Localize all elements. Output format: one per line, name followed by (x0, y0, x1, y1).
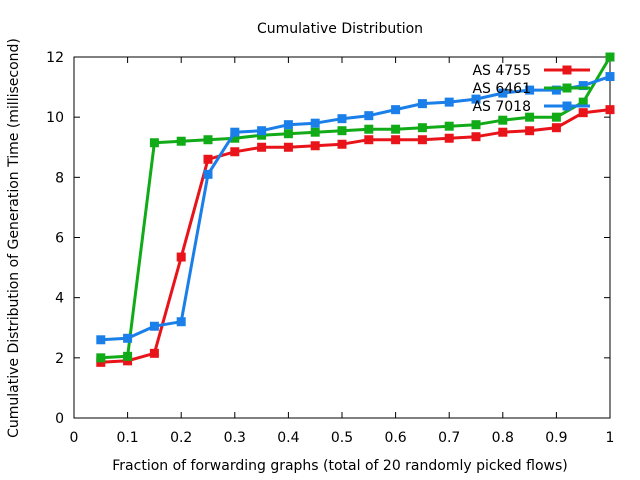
data-point (364, 124, 374, 134)
data-point (471, 120, 481, 130)
data-point (96, 353, 106, 363)
data-point (176, 252, 186, 262)
x-tick-label: 0 (70, 430, 79, 446)
data-point (203, 154, 213, 164)
data-point (310, 118, 320, 128)
x-tick-label: 0.6 (384, 430, 406, 446)
data-point (257, 142, 267, 152)
chart-title: Cumulative Distribution (257, 21, 423, 37)
data-point (364, 111, 374, 121)
data-point (578, 81, 588, 91)
y-tick-label: 2 (55, 351, 64, 367)
x-tick-label: 0.9 (545, 430, 567, 446)
data-point (257, 126, 267, 136)
legend-marker (562, 65, 572, 75)
data-point (391, 105, 401, 115)
data-point (176, 317, 186, 327)
legend-item: AS 6461 (472, 81, 590, 97)
data-point (337, 126, 347, 136)
legend-marker (562, 83, 572, 93)
data-point (364, 135, 374, 145)
legend-label: AS 4755 (472, 63, 531, 79)
series-as-6461 (96, 52, 615, 363)
data-point (337, 114, 347, 124)
legend-item: AS 4755 (472, 63, 590, 79)
data-point (498, 115, 508, 125)
data-point (283, 129, 293, 139)
data-point (283, 142, 293, 152)
x-tick-label: 0.1 (116, 430, 138, 446)
data-point (525, 126, 535, 136)
x-tick-label: 0.8 (492, 430, 514, 446)
data-point (417, 123, 427, 133)
data-point (417, 99, 427, 109)
x-tick-label: 0.2 (170, 430, 192, 446)
legend-item: AS 7018 (472, 99, 590, 115)
x-tick-label: 0.7 (438, 430, 460, 446)
data-point (444, 97, 454, 107)
data-point (257, 130, 267, 140)
legend-marker (562, 101, 572, 111)
data-point (471, 94, 481, 104)
data-point (230, 147, 240, 157)
data-point (230, 133, 240, 143)
data-point (498, 127, 508, 137)
data-point (605, 52, 615, 62)
series-group (96, 52, 615, 367)
data-point (283, 120, 293, 130)
y-tick-label: 8 (55, 170, 64, 186)
data-point (203, 169, 213, 179)
y-tick-label: 10 (46, 110, 64, 126)
series-as-4755 (96, 105, 615, 367)
data-point (525, 85, 535, 95)
series-line (100, 56, 612, 360)
data-point (123, 351, 133, 361)
y-axis-label: Cumulative Distribution of Generation Ti… (6, 38, 22, 438)
y-axis-ticks: 0 2 4 6 8 10 12 (46, 50, 610, 427)
data-point (444, 133, 454, 143)
data-point (551, 123, 561, 133)
series-as-7018 (96, 72, 615, 345)
data-point (149, 138, 159, 148)
data-point (203, 135, 213, 145)
x-axis-label: Fraction of forwarding graphs (total of … (112, 458, 567, 474)
x-tick-label: 0.5 (331, 430, 353, 446)
data-point (391, 135, 401, 145)
y-tick-label: 6 (55, 231, 64, 247)
data-point (123, 333, 133, 343)
data-point (149, 348, 159, 358)
data-point (310, 127, 320, 137)
x-tick-label: 1 (606, 430, 615, 446)
data-point (310, 141, 320, 151)
y-tick-label: 12 (46, 50, 64, 66)
data-point (578, 97, 588, 107)
data-point (96, 357, 106, 367)
data-point (605, 72, 615, 82)
data-point (417, 135, 427, 145)
legend-label: AS 7018 (472, 99, 531, 115)
x-tick-label: 0.4 (277, 430, 299, 446)
data-point (605, 105, 615, 115)
data-point (337, 139, 347, 149)
data-point (123, 356, 133, 366)
x-tick-label: 0.3 (224, 430, 246, 446)
data-point (551, 112, 561, 122)
data-point (149, 321, 159, 331)
legend: AS 4755 AS 6461 AS 7018 (472, 63, 590, 115)
data-point (525, 112, 535, 122)
data-point (551, 85, 561, 95)
data-point (471, 132, 481, 142)
data-point (230, 127, 240, 137)
x-axis-ticks: 0 0.1 0.2 0.3 0.4 0.5 0.6 0.7 0.8 0.9 1 (70, 57, 615, 446)
data-point (96, 335, 106, 345)
data-point (578, 108, 588, 118)
data-point (444, 121, 454, 131)
data-point (176, 136, 186, 146)
data-point (498, 88, 508, 98)
y-tick-label: 4 (55, 291, 64, 307)
data-point (391, 124, 401, 134)
legend-label: AS 6461 (472, 81, 531, 97)
y-tick-label: 0 (55, 411, 64, 427)
